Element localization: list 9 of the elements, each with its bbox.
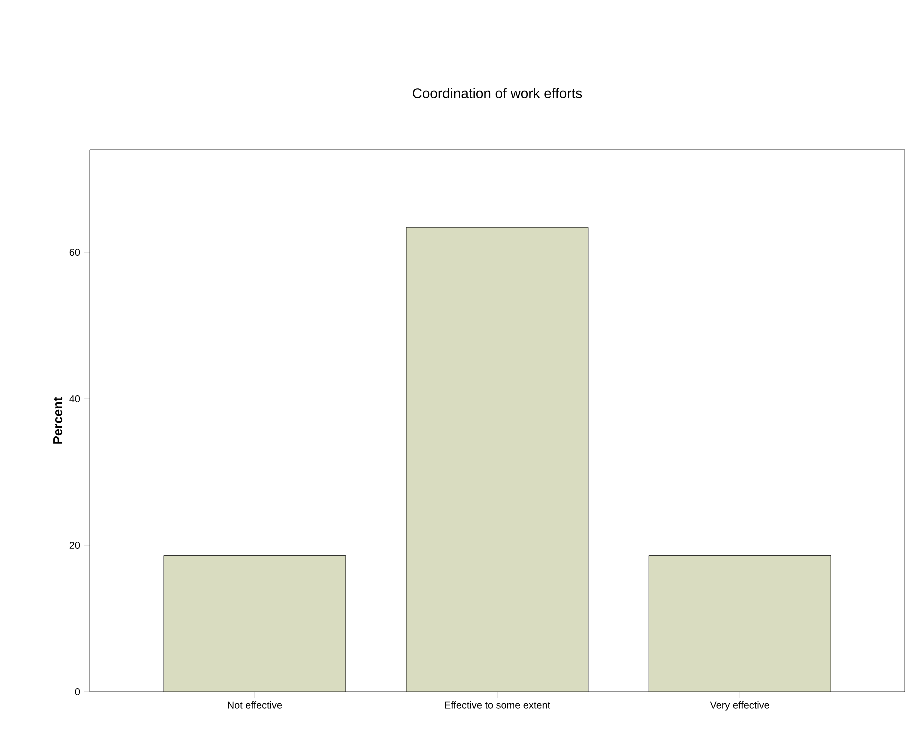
y-tick-label: 60 — [70, 249, 80, 256]
chart-title: Coordination of work efforts — [413, 88, 582, 98]
y-tick-label: 40 — [70, 395, 80, 403]
y-tick-label: 20 — [70, 542, 80, 550]
x-tick-label: Effective to some extent — [445, 702, 551, 709]
y-tick-label: 0 — [75, 688, 80, 696]
x-tick-label: Very effective — [710, 702, 770, 711]
y-axis-title: Percent — [54, 397, 63, 444]
x-tick-label: Not effective — [228, 702, 282, 709]
